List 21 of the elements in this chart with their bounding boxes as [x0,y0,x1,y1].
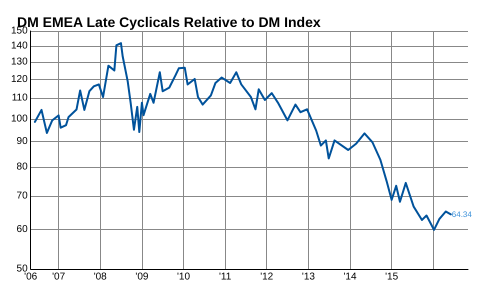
x-tick-label: '14 [344,272,357,282]
y-tick-label: 70 [16,190,28,202]
x-tick-label: '10 [177,272,190,282]
x-tick-label: '13 [302,272,316,282]
y-tick-label: 110 [12,92,28,104]
y-tick-label: 60 [16,224,28,235]
x-tick-label: '07 [52,272,66,282]
y-tick-label: 130 [10,56,28,68]
y-tick-label: 140 [10,40,28,52]
line-series [34,42,452,231]
x-tick-label: '15 [385,272,399,282]
x-tick-label: '06 [24,272,38,282]
x-tick-label: '12 [260,272,274,282]
x-tick-label: '09 [135,272,149,282]
y-tick-label: 100 [10,113,28,124]
y-tick-label: 80 [16,162,28,173]
x-tick-label: '08 [94,272,108,282]
y-tick-label: 120 [10,74,28,85]
y-tick-label: 90 [16,136,28,148]
x-tick-label: '11 [218,272,232,282]
data-label: 64.34 [452,210,472,219]
